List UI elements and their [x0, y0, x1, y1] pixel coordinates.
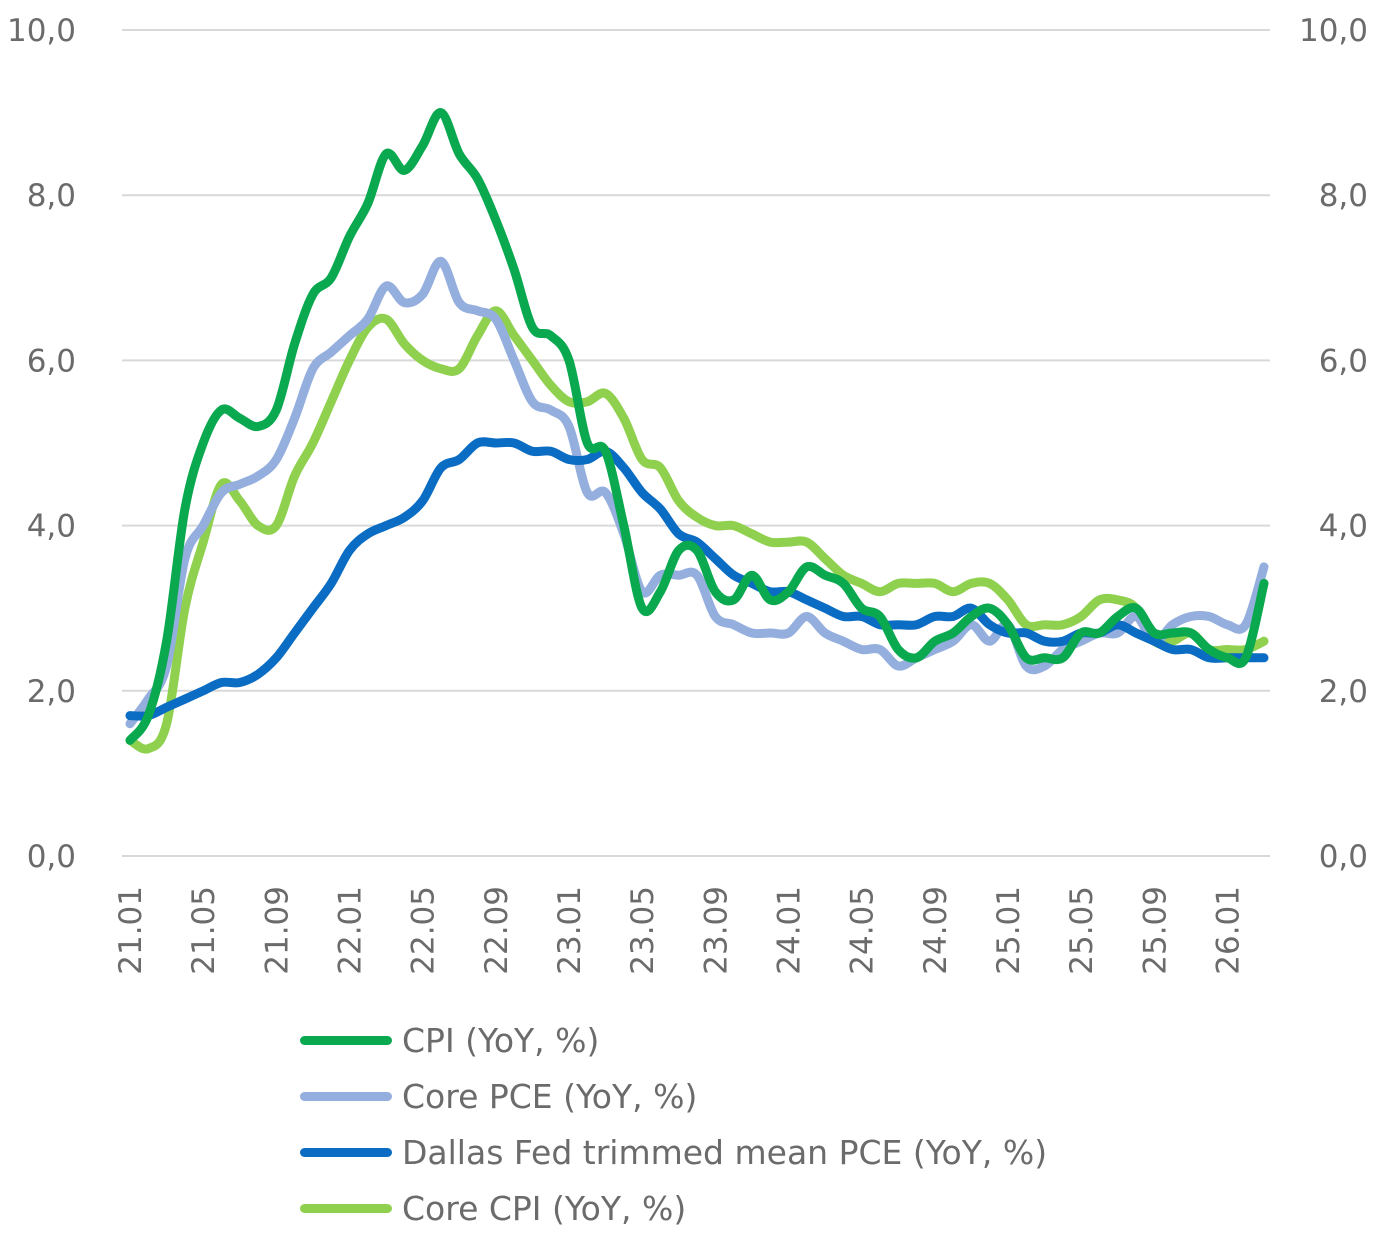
- x-tick-label: 23.09: [698, 886, 734, 975]
- x-tick-label: 21.01: [113, 886, 149, 975]
- gridlines: [122, 29, 1270, 857]
- x-tick-label: 21.09: [259, 886, 295, 975]
- x-tick-label: 24.05: [845, 886, 881, 975]
- legend: CPI (YoY, %) Core PCE (YoY, %) Dallas Fe…: [300, 1012, 1047, 1236]
- series-line-3: [125, 306, 1269, 754]
- legend-label-core-pce: Core PCE (YoY, %): [402, 1076, 698, 1116]
- x-axis: 21.01 21.05 21.09 22.01 22.05 22.09 23.01 23.05…: [113, 886, 1246, 975]
- legend-item-trimmed-mean-pce: Dallas Fed trimmed mean PCE (YoY, %): [300, 1124, 1047, 1180]
- y-tick-label-right: 10,0: [1299, 13, 1368, 49]
- x-tick-label: 23.05: [625, 886, 661, 975]
- y-tick-label-right: 2,0: [1319, 674, 1368, 710]
- y-tick-label-left: 0,0: [27, 839, 76, 875]
- x-tick-label: 24.01: [771, 886, 807, 975]
- x-tick-label: 23.01: [552, 886, 588, 975]
- legend-label-cpi: CPI (YoY, %): [402, 1020, 600, 1060]
- legend-swatch-cpi: [300, 1035, 392, 1045]
- legend-label-core-cpi: Core CPI (YoY, %): [402, 1188, 687, 1228]
- y-tick-label-right: 6,0: [1319, 343, 1368, 379]
- x-tick-label: 25.05: [1064, 886, 1100, 975]
- x-tick-label: 25.09: [1137, 886, 1173, 975]
- legend-label-trimmed-mean-pce: Dallas Fed trimmed mean PCE (YoY, %): [402, 1132, 1048, 1172]
- x-tick-label: 24.09: [918, 886, 954, 975]
- x-tick-label: 22.05: [406, 886, 442, 975]
- x-tick-label: 25.01: [991, 886, 1027, 975]
- y-tick-label-right: 0,0: [1319, 839, 1368, 875]
- chart: 0,02,04,06,08,010,0 0,02,04,06,08,010,0 …: [7, 13, 1368, 975]
- legend-swatch-trimmed-mean-pce: [300, 1147, 392, 1157]
- y-tick-label-left: 2,0: [27, 674, 76, 710]
- series-lines: [125, 108, 1269, 754]
- x-tick-label: 26.01: [1210, 886, 1246, 975]
- legend-item-core-cpi: Core CPI (YoY, %): [300, 1180, 1047, 1236]
- y-axis-right: 0,0 2,0 4,0 6,0 8,0 10,0: [1299, 13, 1368, 875]
- legend-item-cpi: CPI (YoY, %): [300, 1012, 1047, 1068]
- x-tick-label: 22.09: [479, 886, 515, 975]
- y-tick-label-right: 8,0: [1319, 178, 1368, 214]
- y-tick-label-left: 8,0: [27, 178, 76, 214]
- y-tick-label-left: 6,0: [27, 343, 76, 379]
- y-axis-left: 0,0 2,0 4,0 6,0 8,0 10,0: [7, 13, 76, 875]
- legend-item-core-pce: Core PCE (YoY, %): [300, 1068, 1047, 1124]
- y-tick-label-right: 4,0: [1319, 509, 1368, 545]
- legend-swatch-core-pce: [300, 1091, 392, 1101]
- x-tick-label: 21.05: [186, 886, 222, 975]
- series-line-0: [125, 108, 1269, 745]
- y-tick-label-left: 10,0: [7, 13, 76, 49]
- legend-swatch-core-cpi: [300, 1203, 392, 1213]
- y-tick-label-left: 4,0: [27, 509, 76, 545]
- x-tick-label: 22.01: [332, 886, 368, 975]
